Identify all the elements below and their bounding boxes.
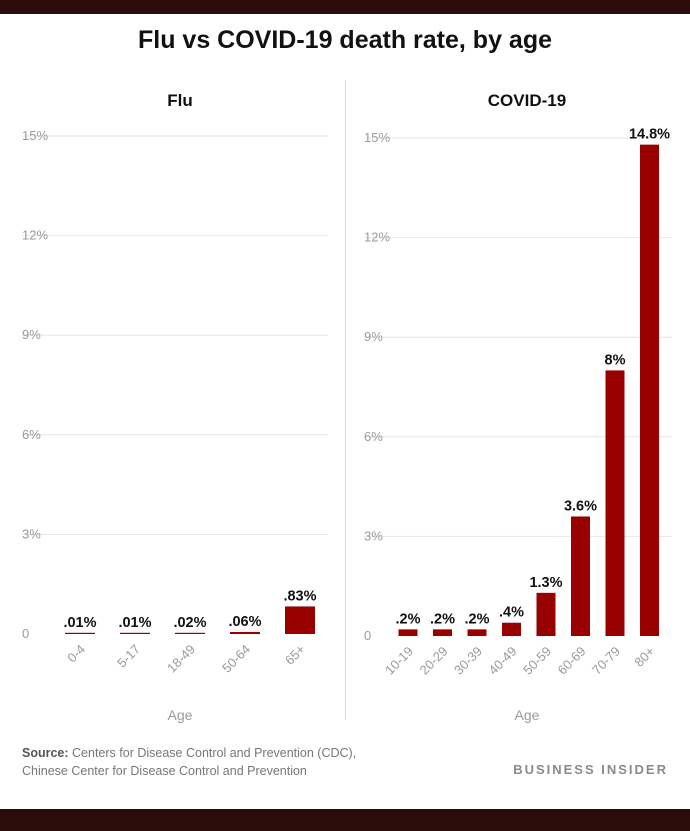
x-axis-label: Age: [168, 707, 193, 723]
data-label: .06%: [228, 614, 261, 630]
data-label: .2%: [465, 611, 490, 627]
x-tick-label: 80+: [631, 644, 657, 670]
y-tick-label: 0: [364, 628, 371, 643]
brand-logo: BUSINESS INSIDER: [513, 762, 668, 777]
bar: [230, 632, 260, 634]
x-tick-label: 10-19: [382, 644, 416, 678]
y-tick-label: 15%: [22, 128, 48, 143]
source-line-2: Chinese Center for Disease Control and P…: [22, 764, 307, 778]
y-tick-label: 3%: [364, 528, 383, 543]
bar: [467, 629, 487, 636]
y-tick-label: 9%: [22, 327, 41, 342]
panel-title: COVID-19: [488, 91, 566, 110]
data-label: .01%: [118, 615, 151, 631]
x-tick-label: 30-39: [451, 644, 485, 678]
data-label: .2%: [396, 611, 421, 627]
x-tick-label: 20-29: [417, 644, 451, 678]
y-tick-label: 12%: [364, 230, 390, 245]
top-border: [0, 0, 690, 14]
bar: [571, 516, 590, 636]
bottom-border: [0, 809, 690, 831]
y-tick-label: 0: [22, 626, 29, 641]
bar: [605, 370, 625, 636]
panel-divider: [345, 80, 346, 720]
chart-title: Flu vs COVID-19 death rate, by age: [137, 26, 552, 54]
bar: [398, 629, 418, 636]
flu-chart: Flu03%6%9%12%15%.01%0-4.01%5-17.02%18-49…: [22, 91, 328, 723]
x-axis-label: Age: [515, 707, 540, 723]
y-tick-label: 3%: [22, 526, 41, 541]
data-label: .2%: [430, 611, 455, 627]
bar: [536, 592, 556, 636]
bar: [502, 622, 521, 636]
covid-chart: COVID-19 0 3% 6% 9% 12% 15% .2% 10-19 .2% 20-29 .2%…: [364, 91, 672, 723]
data-label: 14.8%: [629, 127, 670, 143]
source-note: Source: Centers for Disease Control and …: [22, 744, 356, 780]
source-line-1: Centers for Disease Control and Preventi…: [72, 746, 357, 760]
x-tick-label: 70-79: [589, 644, 623, 678]
data-label: 3.6%: [564, 498, 597, 514]
y-tick-label: 9%: [364, 329, 383, 344]
bar: [433, 629, 452, 636]
y-tick-label: 12%: [22, 228, 48, 243]
y-tick-label: 15%: [364, 130, 390, 145]
y-tick-label: 6%: [22, 427, 41, 442]
bar: [175, 632, 205, 634]
panel-title: Flu: [167, 91, 193, 110]
bar: [65, 632, 95, 634]
data-label: 1.3%: [529, 575, 562, 591]
x-tick-label: 50-59: [520, 644, 554, 678]
x-tick-label: 60-69: [555, 644, 589, 678]
data-label: .4%: [499, 605, 524, 621]
y-tick-label: 6%: [364, 429, 383, 444]
data-label: .02%: [173, 615, 206, 631]
x-tick-label: 40-49: [486, 644, 520, 678]
bar: [640, 144, 659, 636]
data-label: 8%: [605, 352, 626, 368]
data-label: .83%: [283, 588, 316, 604]
bar: [285, 606, 315, 634]
bar: [120, 632, 150, 634]
data-label: .01%: [63, 615, 96, 631]
source-label: Source:: [22, 746, 69, 760]
